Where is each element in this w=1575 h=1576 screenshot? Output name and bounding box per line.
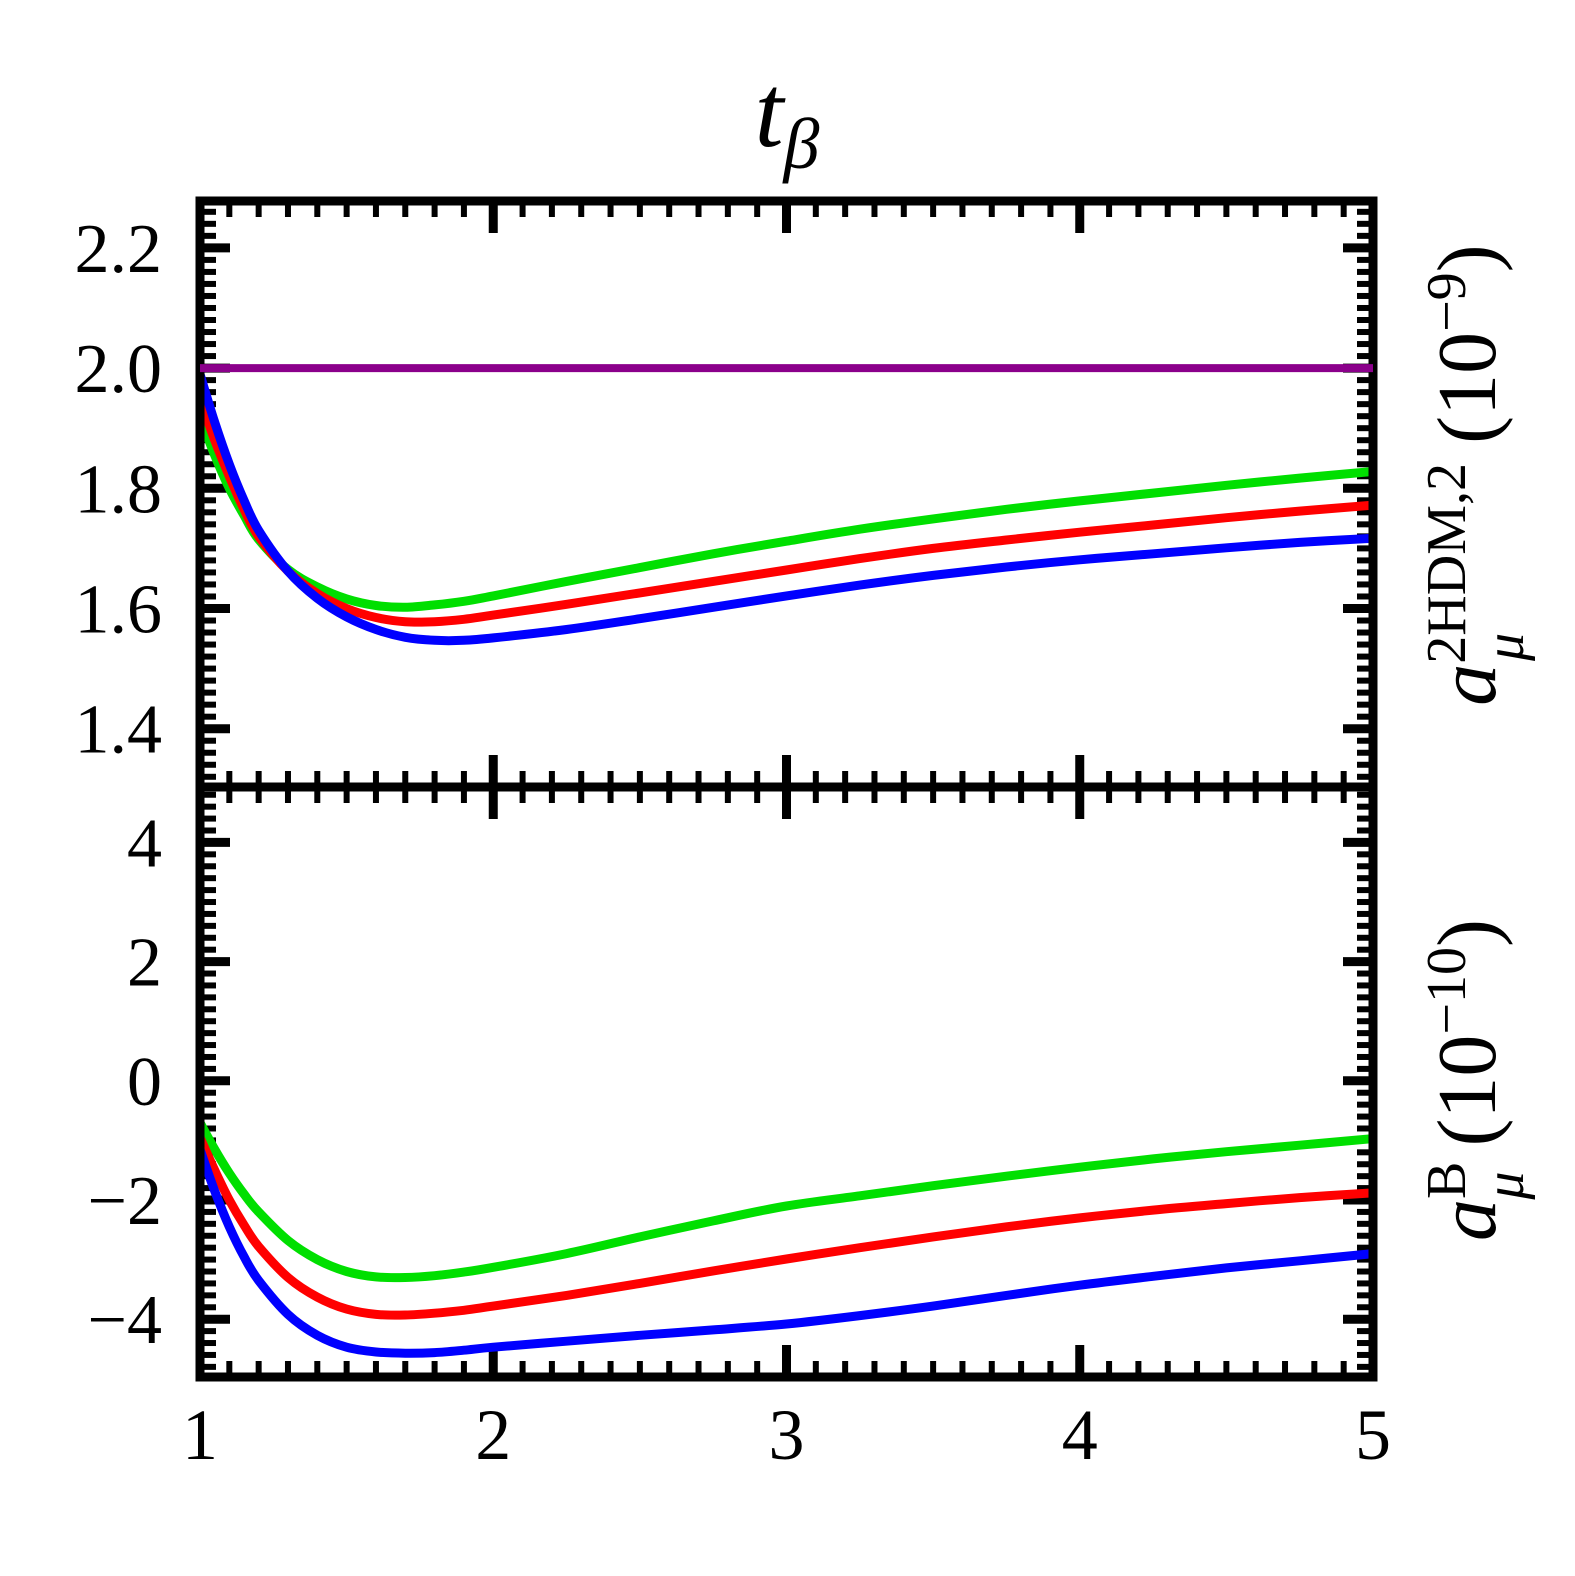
y-tick-label-bottom: 4 — [127, 805, 162, 882]
series-blue-top — [204, 373, 1369, 646]
data-curves — [200, 364, 1373, 1358]
ylabel-top-sup: 2HDM,2 — [1416, 463, 1478, 664]
ylabel-top-base: a — [1421, 664, 1514, 706]
x-tick-label: 5 — [1355, 1395, 1391, 1475]
y-tick-label-top: 1.8 — [75, 451, 163, 528]
axis-tick-labels: 2.2 2.0 1.8 1.6 1.4 4 2 0 −2 −4 1 2 3 4 5 — [75, 211, 1392, 1475]
y-tick-label-bottom: 2 — [127, 925, 162, 1002]
ylabel-top-unit-open: (10 — [1421, 332, 1514, 465]
series-blue-bottom — [204, 1148, 1369, 1358]
axis-ticks — [195, 203, 1378, 1375]
y-tick-label-bottom: 0 — [127, 1044, 162, 1121]
y-tick-label-top: 2.0 — [75, 331, 163, 408]
ylabel-bottom-sub: μ — [1474, 1172, 1536, 1201]
series-green-bottom — [204, 1121, 1369, 1283]
panel-frame-top — [195, 196, 1378, 792]
ylabel-bottom-exponent: −10 — [1416, 947, 1478, 1035]
ylabel-bottom-unit-close: ) — [1421, 919, 1514, 947]
y-tick-label-top: 2.2 — [75, 211, 163, 288]
ylabel-bottom-panel: aBμ (10−10) — [1416, 919, 1536, 1241]
panel-frames — [195, 196, 1378, 1382]
x-tick-label: 1 — [182, 1395, 218, 1475]
x-tick-label: 3 — [769, 1395, 805, 1475]
y-tick-label-top: 1.4 — [75, 692, 163, 769]
ylabel-bottom-base: a — [1421, 1199, 1514, 1241]
x-tick-label: 4 — [1062, 1395, 1098, 1475]
ylabel-top-panel: a2HDM,2μ (10−9) — [1416, 244, 1536, 705]
series-red-top — [204, 397, 1369, 627]
title-base: t — [755, 54, 786, 169]
title-subscript: β — [782, 104, 820, 184]
chart-title: tβ — [755, 54, 820, 184]
ylabel-top-unit-close: ) — [1421, 244, 1514, 272]
series-green-top — [204, 415, 1369, 612]
x-tick-label: 2 — [475, 1395, 511, 1475]
ylabel-bottom-sup: B — [1416, 1162, 1478, 1199]
ylabel-top-exponent: −9 — [1416, 272, 1478, 332]
ylabel-bottom-unit-open: (10 — [1421, 1035, 1514, 1168]
y-tick-label-top: 1.6 — [75, 571, 163, 648]
panel-frame-bottom — [195, 782, 1378, 1382]
y-tick-label-bottom: −4 — [88, 1282, 162, 1359]
series-red-bottom — [204, 1136, 1369, 1320]
ylabel-top-sub: μ — [1474, 633, 1536, 662]
y-tick-label-bottom: −2 — [88, 1163, 162, 1240]
